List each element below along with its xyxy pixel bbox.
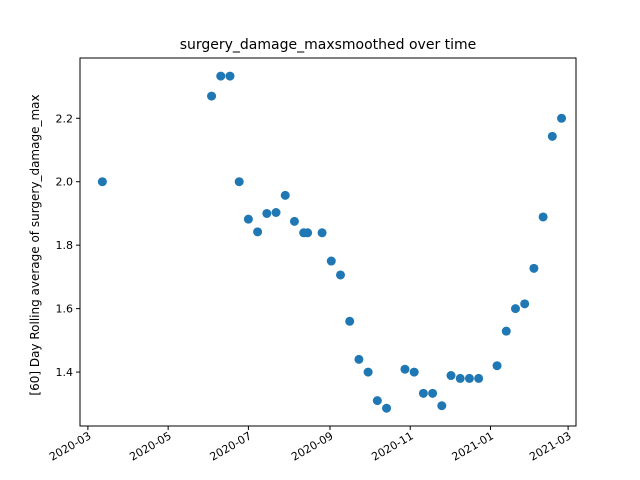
data-point (289, 216, 299, 226)
data-point (557, 113, 567, 123)
data-point (492, 361, 502, 371)
data-point (437, 401, 447, 411)
data-point (317, 228, 327, 238)
y-tick-label: 1.4 (56, 366, 74, 379)
chart-title: surgery_damage_maxsmoothed over time (180, 37, 477, 53)
data-point (363, 367, 373, 377)
data-point (418, 388, 428, 398)
data-point (303, 228, 313, 238)
data-point (234, 177, 244, 187)
data-point (510, 304, 520, 314)
data-point (280, 190, 290, 200)
plot-frame (79, 57, 577, 427)
y-tick-label: 2.2 (56, 112, 74, 125)
data-point (382, 403, 392, 413)
data-point (216, 71, 226, 81)
data-point (253, 227, 263, 237)
data-point (372, 396, 382, 406)
data-point (529, 263, 539, 273)
y-tick-label: 1.8 (56, 239, 74, 252)
data-point (474, 373, 484, 383)
data-point (225, 71, 235, 81)
data-point (428, 388, 438, 398)
data-point (520, 299, 530, 309)
data-point (262, 208, 272, 218)
data-point (400, 364, 410, 374)
data-point (464, 373, 474, 383)
data-point (243, 214, 253, 224)
data-point (538, 212, 548, 222)
data-point (455, 373, 465, 383)
data-point (547, 131, 557, 141)
data-point (446, 371, 456, 381)
data-point (354, 354, 364, 364)
data-point (345, 316, 355, 326)
data-point (326, 256, 336, 266)
data-point (409, 367, 419, 377)
data-point (271, 208, 281, 217)
data-point (501, 326, 511, 336)
y-tick-label: 1.6 (56, 303, 74, 316)
y-axis-label: [60] Day Rolling average of surgery_dama… (28, 94, 42, 395)
y-tick-label: 2.0 (56, 176, 74, 189)
data-point (207, 91, 217, 101)
data-point (97, 177, 107, 187)
data-point (336, 270, 345, 280)
